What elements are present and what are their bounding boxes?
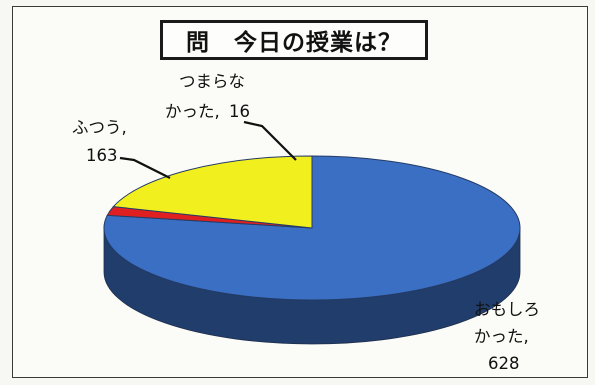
slice-label-omoshirokatta: おもしろ かった, 628: [474, 300, 540, 374]
chart-title: 問 今日の授業は？: [160, 20, 428, 60]
slice-label-line: かった,: [165, 102, 220, 121]
slice-value: 163: [86, 146, 118, 165]
leader-line-futsuu: [119, 156, 171, 179]
leader-line-tsumaranakatta: [243, 120, 297, 161]
slice-label-line: ふつう,: [72, 118, 127, 137]
slice-futsuu: [112, 155, 313, 229]
slice-value: 628: [488, 354, 520, 373]
slice-label-line: つまらな: [179, 72, 245, 91]
slice-label-tsumaranakatta: つまらな かった, 16: [165, 72, 250, 122]
slice-label-futsuu: ふつう, 163: [72, 118, 127, 166]
slice-value: 16: [229, 102, 250, 121]
slice-omoshirokatta: [103, 155, 521, 301]
slice-label-line: かった,: [474, 327, 529, 346]
slice-label-line: おもしろ: [474, 300, 540, 319]
